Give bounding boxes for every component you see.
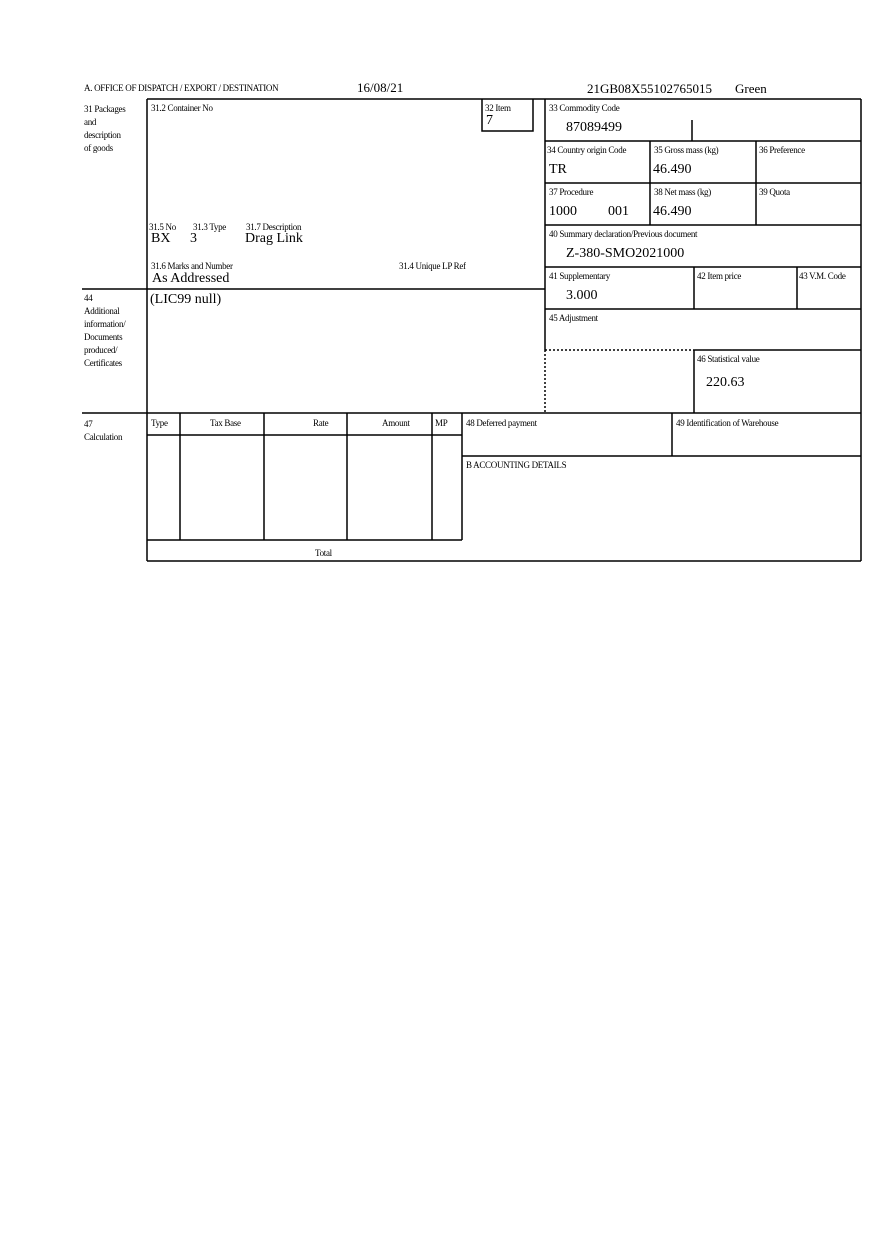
label-line: information/ <box>84 319 126 329</box>
commodity-code-value: 87089499 <box>566 120 622 135</box>
declaration-date: 16/08/21 <box>357 80 404 95</box>
accounting-details-label: B ACCOUNTING DETAILS <box>466 460 567 470</box>
column-mp: MP <box>435 418 448 428</box>
route-status: Green <box>735 81 767 96</box>
column-type: Type <box>151 418 168 428</box>
office-label: A. OFFICE OF DISPATCH / EXPORT / DESTINA… <box>84 83 279 93</box>
gross-mass-label: 35 Gross mass (kg) <box>654 145 719 155</box>
vm-code-label: 43 V.M. Code <box>799 271 846 281</box>
deferred-payment-label: 48 Deferred payment <box>466 418 537 428</box>
previous-document-value: Z-380-SMO2021000 <box>566 246 685 261</box>
supplementary-label: 41 Supplementary <box>549 271 610 281</box>
label-line: 44 <box>84 293 93 303</box>
label-line: Additional <box>84 306 120 316</box>
box31-label: 31 Packages and description of goods <box>84 103 126 155</box>
packages-no-value: BX <box>151 231 171 246</box>
item-label: 32 Item <box>485 103 511 113</box>
commodity-code-label: 33 Commodity Code <box>549 103 620 113</box>
net-mass-label: 38 Net mass (kg) <box>654 187 711 197</box>
column-amount: Amount <box>382 418 410 428</box>
warehouse-label: 49 Identification of Warehouse <box>676 418 779 428</box>
total-label: Total <box>315 548 332 558</box>
label-line: 31 Packages <box>84 104 126 114</box>
item-price-label: 42 Item price <box>697 271 742 281</box>
label-line: produced/ <box>84 345 118 355</box>
supplementary-value: 3.000 <box>566 288 598 303</box>
label-line: 47 <box>84 419 93 429</box>
rule <box>481 99 534 132</box>
country-origin-label: 34 Country origin Code <box>547 145 627 155</box>
marks-label: 31.6 Marks and Number <box>151 261 233 271</box>
statistical-value-label: 46 Statistical value <box>697 354 760 364</box>
box44-label: 44 Additional information/ Documents pro… <box>84 292 126 370</box>
adjustment-label: 45 Adjustment <box>549 313 598 323</box>
marks-value: As Addressed <box>152 271 230 286</box>
previous-document-label: 40 Summary declaration/Previous document <box>549 229 698 239</box>
gross-mass-value: 46.490 <box>653 162 692 177</box>
declaration-reference: 21GB08X55102765015 <box>587 81 712 96</box>
label-line: Documents <box>84 332 123 342</box>
procedure-additional-value: 001 <box>608 204 629 219</box>
column-tax-base: Tax Base <box>210 418 241 428</box>
packages-type-label: 31.3 Type <box>193 222 227 232</box>
label-line: description <box>84 130 121 140</box>
box47-label: 47 Calculation <box>84 418 123 444</box>
label-line: of goods <box>84 143 113 153</box>
container-no-label: 31.2 Container No <box>151 103 213 113</box>
procedure-value: 1000 <box>549 204 577 219</box>
description-label: 31.7 Description <box>246 222 302 232</box>
unique-ref-label: 31.4 Unique LP Ref <box>399 261 466 271</box>
label-line: Calculation <box>84 432 123 442</box>
column-rate: Rate <box>313 418 329 428</box>
item-value: 7 <box>486 113 493 128</box>
statistical-value: 220.63 <box>706 375 745 390</box>
description-value: Drag Link <box>245 231 303 246</box>
packages-no-label: 31.5 No <box>149 222 176 232</box>
additional-info-value: (LIC99 null) <box>150 292 222 307</box>
net-mass-value: 46.490 <box>653 204 692 219</box>
label-line: Certificates <box>84 358 122 368</box>
preference-label: 36 Preference <box>759 145 805 155</box>
label-line: and <box>84 117 97 127</box>
quota-label: 39 Quota <box>759 187 790 197</box>
procedure-label: 37 Procedure <box>549 187 594 197</box>
packages-type-value: 3 <box>190 231 197 246</box>
country-origin-value: TR <box>549 162 567 177</box>
